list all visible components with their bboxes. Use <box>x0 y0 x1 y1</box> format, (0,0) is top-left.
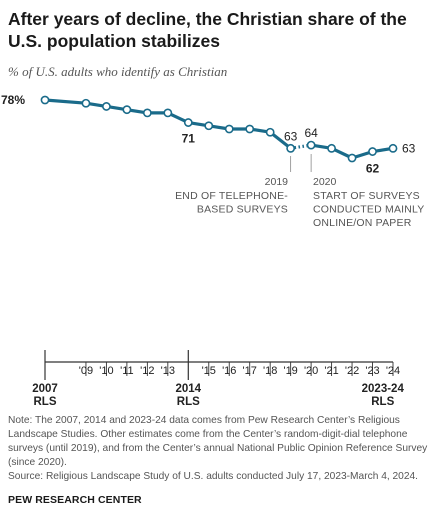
annotation-text: ONLINE/ON PAPER <box>313 217 412 229</box>
axis-tick-label: '11 <box>120 365 134 377</box>
annotation-year: 2019 <box>265 176 289 188</box>
axis-tick-label: '13 <box>161 365 175 377</box>
axis-major-sublabel: RLS <box>34 396 57 408</box>
axis-tick-label: '18 <box>263 365 277 377</box>
data-point <box>204 121 214 131</box>
data-point <box>368 147 377 156</box>
timeline-axis: 2007RLS'09'10'11'12'132014RLS'15'16'17'1… <box>32 350 404 408</box>
axis-major-sublabel: RLS <box>177 396 200 408</box>
annotation-text: END OF TELEPHONE- <box>175 190 288 202</box>
org-name: PEW RESEARCH CENTER <box>8 494 142 506</box>
series-segment-0 <box>43 98 293 150</box>
footnotes: Note: The 2007, 2014 and 2023-24 data co… <box>8 414 436 484</box>
data-label: 71 <box>182 132 196 146</box>
data-point <box>142 108 152 118</box>
data-point <box>163 108 173 118</box>
data-point <box>388 143 398 153</box>
chart-subtitle: % of U.S. adults who identify as Christi… <box>8 64 228 79</box>
axis-tick-label: '16 <box>222 365 236 377</box>
axis-tick-label: '10 <box>99 365 113 377</box>
data-point <box>265 127 275 137</box>
series-points <box>40 95 398 163</box>
axis-major-label: 2023-24 <box>362 383 405 395</box>
data-point <box>347 153 357 163</box>
annotations-group: 2019 END OF TELEPHONE- BASED SURVEYS 2020 ST… <box>175 154 424 229</box>
chart-title: After years of decline, the Christian sh… <box>8 9 407 51</box>
source-text: Source: Religious Landscape Study of U.S… <box>8 471 419 482</box>
axis-major-label: 2014 <box>175 383 201 395</box>
data-point <box>122 105 132 115</box>
data-point <box>40 95 50 105</box>
series-lines <box>43 98 395 160</box>
data-point <box>81 98 91 108</box>
data-point <box>286 143 296 153</box>
axis-tick-label: '17 <box>243 365 257 377</box>
data-point <box>224 124 234 134</box>
data-label: 63 <box>284 129 298 143</box>
data-label: 62 <box>366 162 380 176</box>
annotation-text: CONDUCTED MAINLY <box>313 204 425 216</box>
data-point <box>306 140 316 150</box>
data-label: 64 <box>304 126 318 140</box>
data-label: 63 <box>402 141 416 155</box>
axis-tick-label: '09 <box>79 365 93 377</box>
data-point <box>102 102 111 111</box>
data-point <box>183 118 193 127</box>
data-point <box>327 143 336 153</box>
axis-tick-label: '19 <box>283 365 297 377</box>
note-text: Note: The 2007, 2014 and 2023-24 data co… <box>8 415 428 468</box>
annotation-text: START OF SURVEYS <box>313 190 420 202</box>
axis-tick-label: '22 <box>345 365 359 377</box>
axis-tick-label: '21 <box>324 365 338 377</box>
axis-tick-label: '15 <box>202 365 216 377</box>
annotation-year: 2020 <box>313 176 337 188</box>
axis-major-label: 2007 <box>32 383 58 395</box>
data-labels: 78% 71 63 64 62 63 <box>1 93 416 176</box>
axis-tick-label: '20 <box>304 365 318 377</box>
data-point <box>245 124 255 134</box>
axis-tick-label: '24 <box>386 365 400 377</box>
data-label: 78% <box>1 93 25 107</box>
axis-major-sublabel: RLS <box>371 396 394 408</box>
axis-tick-label: '12 <box>140 365 154 377</box>
annotation-text: BASED SURVEYS <box>197 204 288 216</box>
axis-tick-label: '23 <box>365 365 379 377</box>
